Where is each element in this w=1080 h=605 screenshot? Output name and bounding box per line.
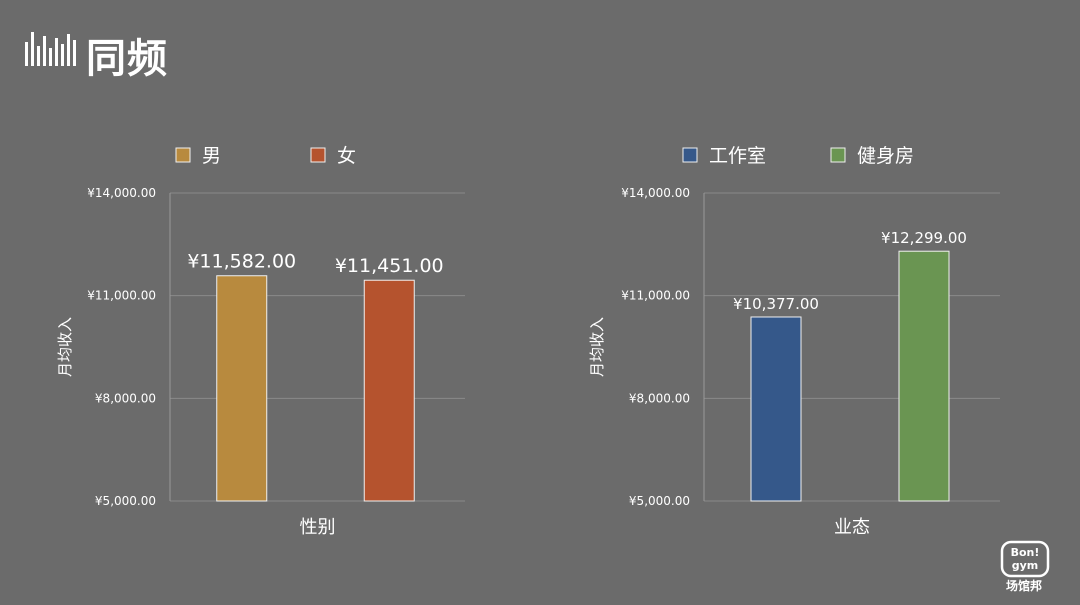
badge-text: Bon! gym <box>1011 546 1040 572</box>
y-tick-label: ¥14,000.00 <box>87 186 156 200</box>
brand-name: 同频 <box>86 36 168 82</box>
y-axis-label: 月均收入 <box>588 317 606 377</box>
badge-label: 场馆邦 <box>1006 579 1043 593</box>
bar-女 <box>363 279 415 502</box>
y-tick-label: ¥14,000.00 <box>621 186 690 200</box>
legend-label: 男 <box>202 145 221 167</box>
y-axis-label: 月均收入 <box>56 317 74 377</box>
legend-swatch <box>830 147 846 163</box>
bar-男 <box>216 275 268 502</box>
legend-swatch <box>310 147 326 163</box>
legend-label: 女 <box>337 145 356 167</box>
bongym-badge-icon: Bon! gym <box>1000 540 1050 578</box>
bar-健身房 <box>898 250 950 502</box>
data-label: ¥10,377.00 <box>733 295 819 313</box>
y-tick-label: ¥5,000.00 <box>629 494 690 508</box>
y-tick-label: ¥11,000.00 <box>621 289 690 303</box>
y-tick-label: ¥11,000.00 <box>87 289 156 303</box>
data-label: ¥11,451.00 <box>335 255 444 277</box>
x-axis-label: 性别 <box>300 517 336 538</box>
chart-1: ¥5,000.00 ¥8,000.00 ¥11,000.00 ¥14,000.00 月均… <box>56 145 465 538</box>
legend-swatch <box>175 147 191 163</box>
data-label: ¥12,299.00 <box>881 229 967 247</box>
legend-label: 健身房 <box>857 145 914 167</box>
y-tick-label: ¥5,000.00 <box>95 494 156 508</box>
data-label: ¥11,582.00 <box>187 251 296 273</box>
brand-logo-icon <box>25 32 76 66</box>
y-tick-label: ¥8,000.00 <box>95 391 156 405</box>
bar-工作室 <box>750 316 802 502</box>
x-axis-label: 业态 <box>834 517 870 538</box>
legend-label: 工作室 <box>709 145 766 167</box>
y-tick-label: ¥8,000.00 <box>629 391 690 405</box>
legend-swatch <box>682 147 698 163</box>
chart-2: ¥5,000.00 ¥8,000.00 ¥11,000.00 ¥14,000.00 月均… <box>588 145 1000 538</box>
